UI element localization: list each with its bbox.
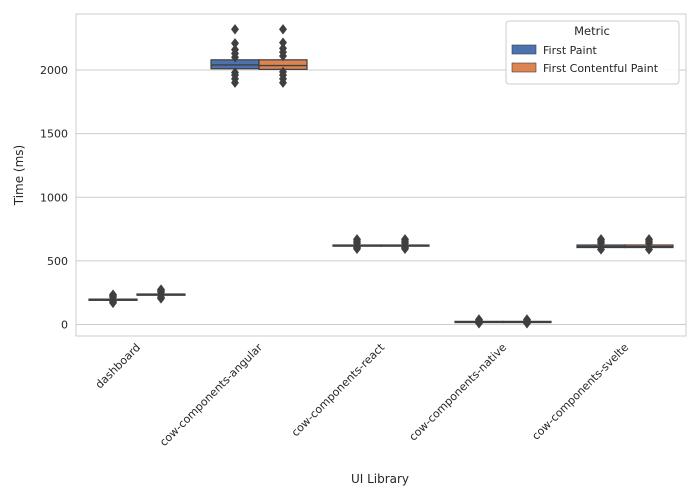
box-layer xyxy=(88,24,674,329)
outlier-point xyxy=(231,38,239,49)
y-tick-label: 2000 xyxy=(40,64,68,77)
x-tick-label: cow-components-svelte xyxy=(529,341,631,443)
outlier-point xyxy=(231,24,239,35)
box-first-contentful-paint xyxy=(258,24,308,88)
outlier-point xyxy=(279,37,287,48)
outlier-point xyxy=(597,244,605,255)
y-axis-ticks: 0 500 1000 1500 2000 xyxy=(40,64,68,332)
legend: Metric First Paint First Contentful Paint xyxy=(505,20,680,85)
x-axis-label: UI Library xyxy=(351,472,409,486)
y-tick-label: 500 xyxy=(47,255,68,268)
legend-entry-label: First Paint xyxy=(543,44,598,57)
legend-title: Metric xyxy=(574,24,610,38)
x-axis-ticks: dashboard cow-components-angular cow-compo… xyxy=(93,340,632,448)
legend-items: First Paint First Contentful Paint xyxy=(511,44,659,75)
outlier-point xyxy=(231,44,239,55)
gridlines xyxy=(76,69,686,326)
outlier-point xyxy=(523,314,531,325)
x-tick-label: cow-components-native xyxy=(407,341,510,444)
x-tick-label: dashboard xyxy=(93,341,143,391)
outlier-point xyxy=(645,234,653,245)
legend-swatch xyxy=(511,44,537,55)
outlier-point xyxy=(279,24,287,35)
outlier-point xyxy=(597,234,605,245)
y-tick-label: 1500 xyxy=(40,128,68,141)
box-first-paint xyxy=(454,314,504,329)
outlier-point xyxy=(109,289,117,300)
outlier-point xyxy=(475,314,483,325)
outlier-point xyxy=(279,43,287,54)
box-first-paint xyxy=(210,24,260,88)
outlier-point xyxy=(231,67,239,78)
outlier-point xyxy=(157,284,165,295)
plot-area-frame xyxy=(75,13,687,337)
box-first-contentful-paint xyxy=(624,234,674,255)
x-tick-label: cow-components-react xyxy=(289,340,388,439)
box-first-contentful-paint xyxy=(380,234,430,254)
box-first-contentful-paint xyxy=(136,284,186,304)
y-tick-label: 0 xyxy=(61,319,68,332)
outlier-point xyxy=(279,66,287,78)
box-first-paint xyxy=(576,234,626,255)
box-first-contentful-paint xyxy=(502,314,552,329)
legend-swatch xyxy=(511,62,537,73)
x-tick-label: cow-components-angular xyxy=(157,341,265,449)
y-axis-label: Time (ms) xyxy=(12,145,26,207)
outlier-point xyxy=(353,234,361,245)
legend-frame xyxy=(505,20,680,85)
legend-entry-label: First Contentful Paint xyxy=(543,62,659,75)
y-tick-label: 1000 xyxy=(40,191,68,204)
box-first-paint xyxy=(88,289,138,309)
outlier-point xyxy=(645,244,653,255)
box-first-paint xyxy=(332,234,382,254)
outlier-point xyxy=(401,234,409,245)
